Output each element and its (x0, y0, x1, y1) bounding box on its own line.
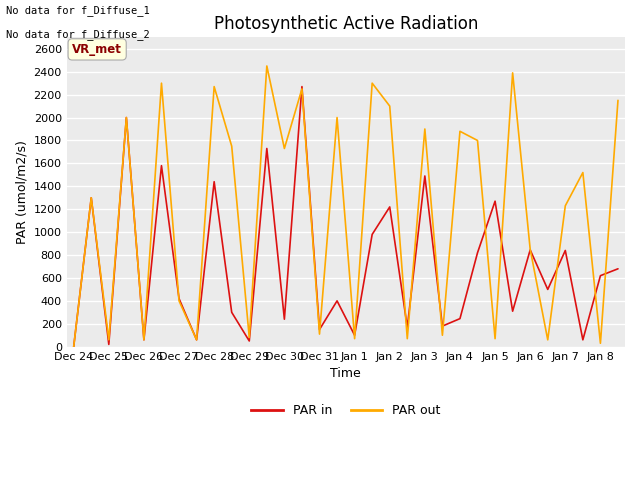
X-axis label: Time: Time (330, 367, 361, 380)
Legend: PAR in, PAR out: PAR in, PAR out (246, 399, 445, 422)
Y-axis label: PAR (umol/m2/s): PAR (umol/m2/s) (15, 140, 28, 244)
Text: No data for f_Diffuse_1: No data for f_Diffuse_1 (6, 5, 150, 16)
Title: Photosynthetic Active Radiation: Photosynthetic Active Radiation (214, 15, 478, 33)
Text: No data for f_Diffuse_2: No data for f_Diffuse_2 (6, 29, 150, 40)
Text: VR_met: VR_met (72, 43, 122, 56)
